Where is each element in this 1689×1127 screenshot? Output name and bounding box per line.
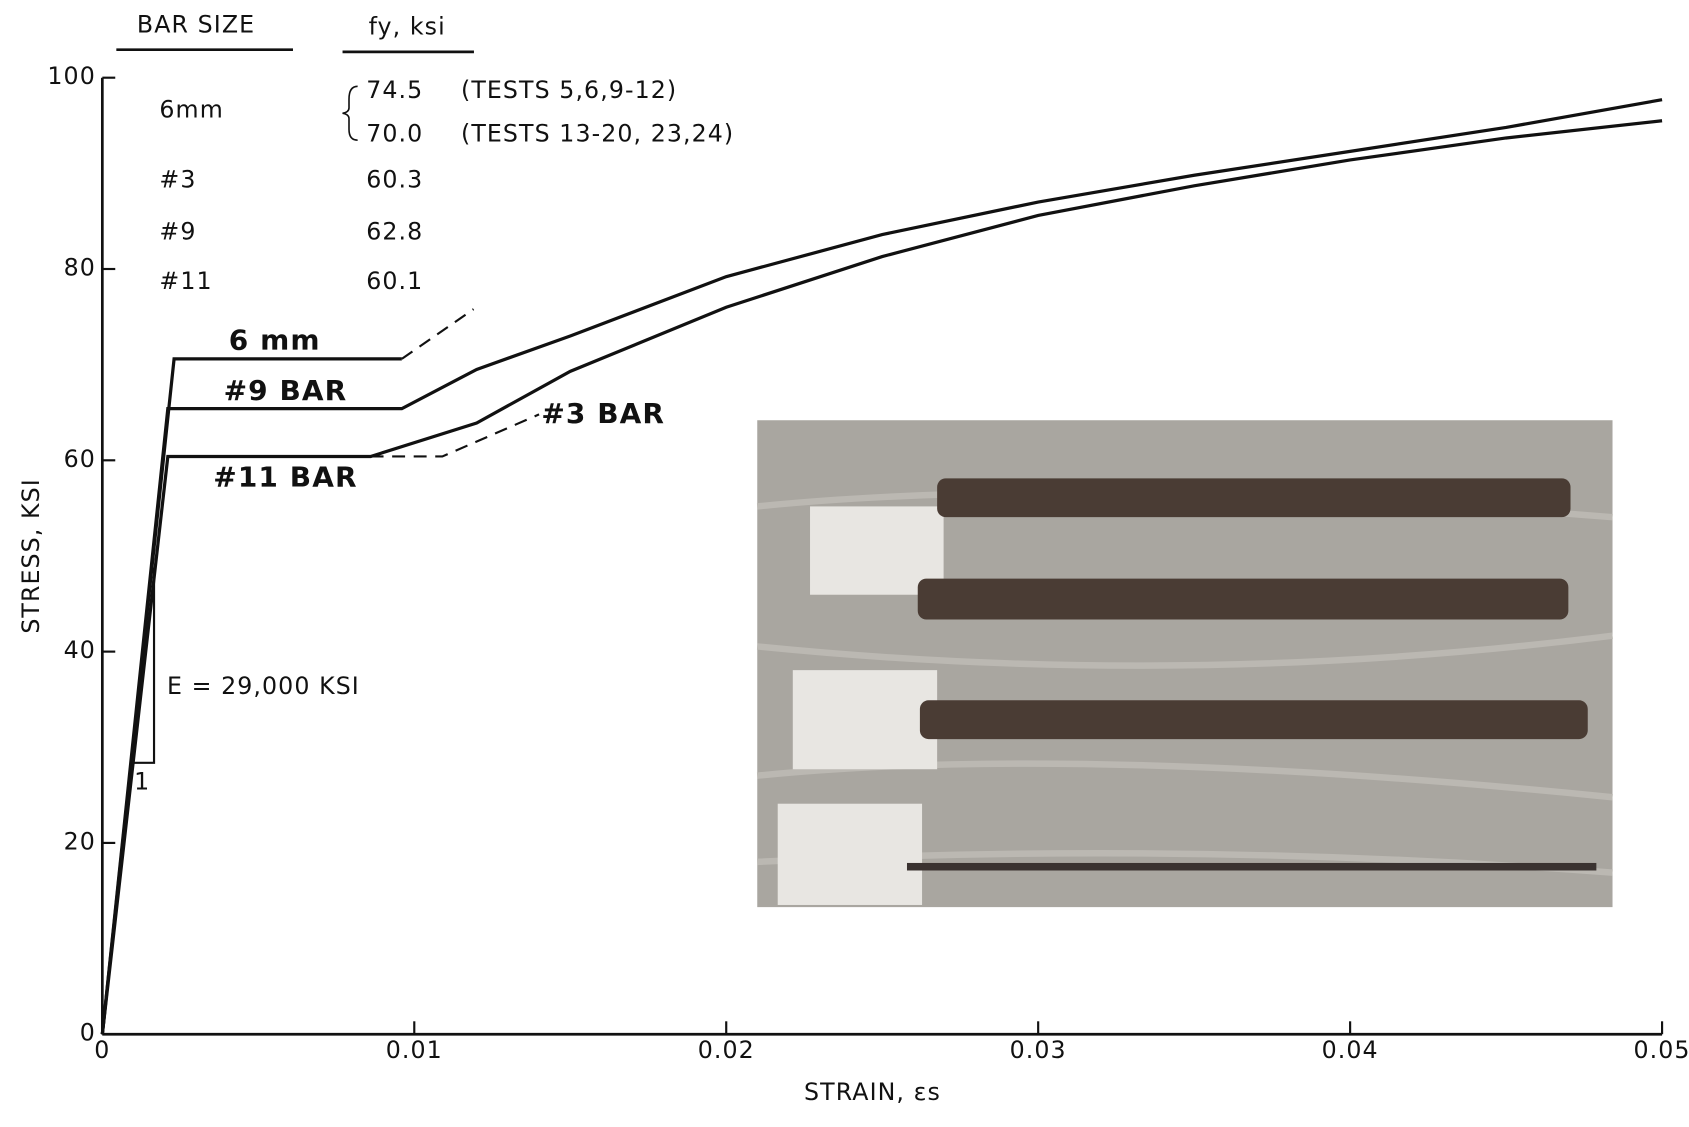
photo-inset [756,420,1613,908]
table-header: fy, ksi [369,13,446,41]
y-tick-label: 0 [80,1019,96,1047]
table-fy: 60.3 [366,166,423,194]
series-line [100,98,1663,1035]
series-label: #3 BAR [541,397,665,430]
table-header: BAR SIZE [137,10,255,38]
series-label: #9 BAR [224,374,348,407]
y-tick-label: 20 [64,827,96,855]
series-extension [401,308,475,360]
table-fy: 62.8 [366,217,423,245]
table-size: #9 [159,217,196,245]
y-tick-label: 40 [64,636,96,664]
y-axis-label: STRESS, KSI [17,478,45,633]
table-note: (TESTS 13-20, 23,24) [461,119,734,147]
annotation: 1 [134,768,150,796]
series-label: 6 mm [229,324,321,357]
x-tick-label: 0.01 [386,1036,443,1064]
series-label: #11 BAR [213,460,357,493]
table-fy: 60.1 [366,267,423,295]
table-fy: 74.5 [366,76,423,104]
annotation: E = 29,000 KSI [167,672,360,700]
x-tick-label: 0 [94,1036,110,1064]
table-note: (TESTS 5,6,9-12) [461,76,677,104]
y-tick-label: 60 [64,445,96,473]
series-line [370,413,540,458]
table-size: #11 [159,267,212,295]
x-tick-label: 0.02 [698,1036,755,1064]
y-tick-label: 80 [64,254,96,282]
brace [342,85,358,141]
slope-triangle [131,567,156,764]
x-tick-label: 0.04 [1322,1036,1379,1064]
x-tick-label: 0.05 [1634,1036,1689,1064]
table-size: 6mm [159,96,223,124]
table-fy: 70.0 [366,119,423,147]
x-tick-label: 0.03 [1010,1036,1067,1064]
x-axis-label: STRAIN, εs [804,1078,941,1106]
series-line [100,119,1663,1035]
table-size: #3 [159,166,196,194]
y-tick-label: 100 [47,62,95,90]
